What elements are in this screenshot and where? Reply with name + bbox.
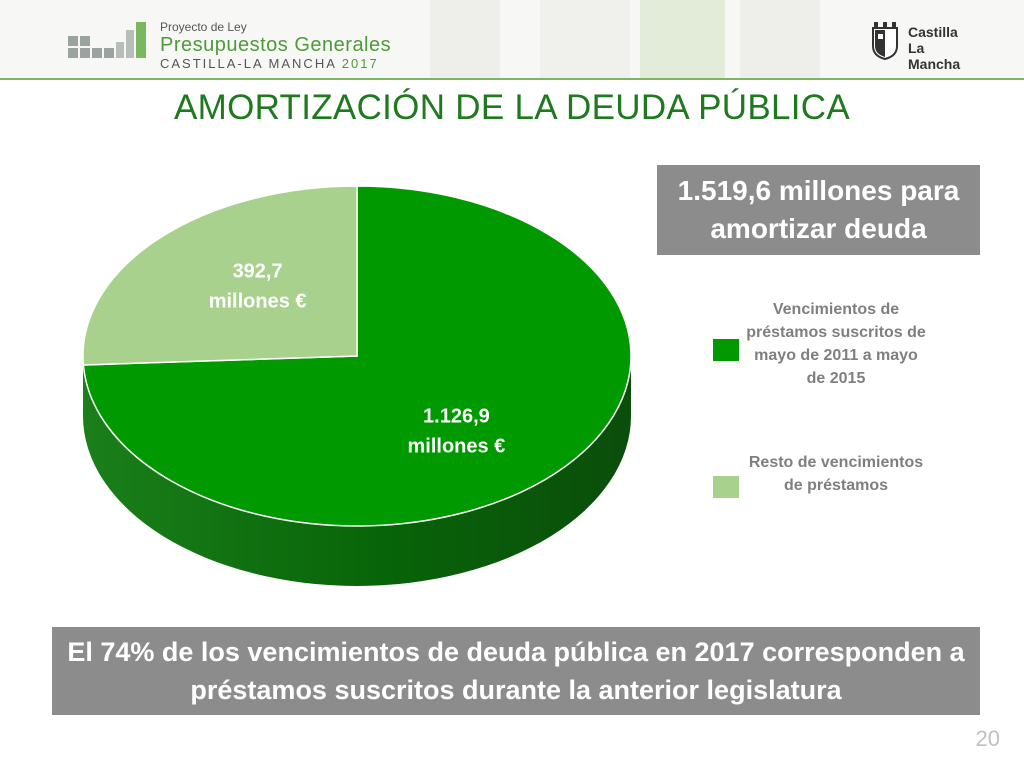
logo-line2: Presupuestos Generales (160, 34, 392, 56)
legend-swatch-resto (713, 476, 739, 498)
legend-label-resto: Resto de vencimientos de préstamos (748, 454, 924, 494)
legend-swatch-2011-2015 (713, 339, 739, 361)
castilla-la-mancha-brand: Castilla La Mancha (870, 20, 970, 72)
pie-slice-1 (82, 185, 358, 366)
pie-labels: 1.126,9 millones € 392,7 millones € (209, 260, 506, 457)
page-number: 20 (975, 726, 1000, 751)
slide-title: AMORTIZACIÓN DE LA DEUDA PÚBLICA (173, 88, 851, 127)
brand-line2: La Mancha (908, 40, 961, 72)
brand-name: Castilla La Mancha (908, 24, 970, 72)
pie-slice-label-0: 1.126,9 millones € (407, 406, 505, 458)
header-decoration (740, 0, 820, 78)
total-amount-box: 1.519,6 millones para amortizar deuda (657, 165, 980, 255)
header-decoration (540, 0, 630, 78)
pie-side-wall (83, 356, 631, 586)
header-decoration (640, 0, 725, 78)
pie-side (83, 356, 631, 586)
conclusion-box: El 74% de los vencimientos de deuda públ… (52, 627, 980, 715)
logo-blocks-icon (68, 22, 148, 62)
logo-line1: Proyecto de Ley (160, 20, 247, 34)
project-logo-text: Proyecto de Ley Presupuestos Generales C… (160, 20, 391, 72)
pie-chart: 1.126,9 millones € 392,7 millones € (82, 185, 632, 586)
pie-top (82, 185, 632, 527)
conclusion-text: El 74% de los vencimientos de deuda públ… (67, 637, 965, 705)
logo-year: 2017 (341, 56, 379, 71)
legend-label-2011-2015: Vencimientos de préstamos suscritos de m… (746, 301, 926, 387)
logo-line3: CASTILLA-LA MANCHA 2017 (160, 56, 391, 72)
brand-line1: Castilla (908, 24, 958, 40)
header-banner: Proyecto de Ley Presupuestos Generales C… (0, 0, 1024, 80)
total-amount-text: 1.519,6 millones para amortizar deuda (677, 175, 960, 244)
coat-of-arms-icon (872, 22, 898, 60)
logo-region: CASTILLA-LA MANCHA (160, 56, 337, 71)
header-decoration (430, 0, 500, 78)
pie-slice-label-1: 392,7 millones € (209, 260, 307, 312)
